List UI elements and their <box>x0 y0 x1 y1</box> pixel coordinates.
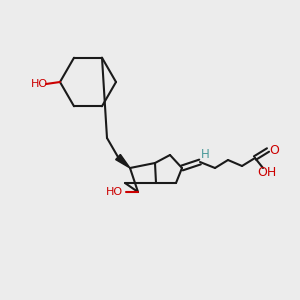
Polygon shape <box>116 154 130 168</box>
Text: H: H <box>201 148 209 160</box>
Text: HO: HO <box>30 79 48 89</box>
Text: O: O <box>269 143 279 157</box>
Text: OH: OH <box>257 166 277 178</box>
Text: HO: HO <box>105 187 123 197</box>
